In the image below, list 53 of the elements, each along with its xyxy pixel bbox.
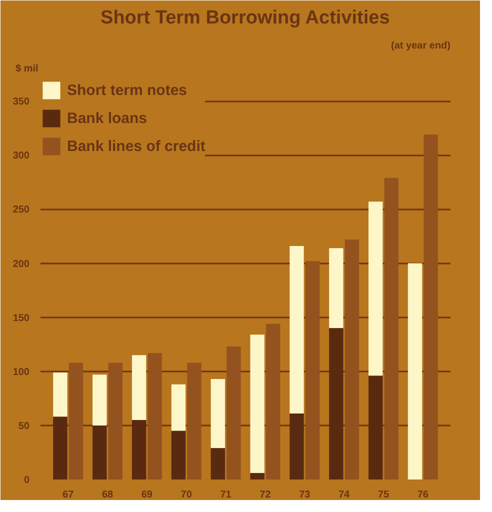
bar <box>210 448 225 480</box>
x-tick-label: 69 <box>141 490 153 500</box>
x-tick-label: 67 <box>62 490 74 500</box>
bar <box>290 414 304 480</box>
bar <box>329 248 344 328</box>
y-tick-label: 100 <box>12 366 30 378</box>
bar <box>408 263 422 480</box>
x-tick-label: 71 <box>220 490 232 500</box>
bar <box>53 416 68 480</box>
x-tick-label: 75 <box>378 490 390 500</box>
y-axis-title: $ mil <box>16 64 39 74</box>
bar <box>384 178 398 480</box>
chart-subtitle: (at year end) <box>391 40 451 52</box>
bar <box>92 374 107 426</box>
bar <box>368 202 383 376</box>
bar <box>226 346 241 480</box>
y-tick-label: 0 <box>24 475 30 486</box>
bar <box>250 473 264 480</box>
bar <box>68 362 84 480</box>
bar <box>344 240 360 480</box>
x-tick-label: 70 <box>180 490 192 500</box>
y-tick-label: 50 <box>18 420 30 432</box>
bar <box>250 334 264 474</box>
y-tick-label: 150 <box>12 312 30 324</box>
bar <box>132 420 146 480</box>
y-tick-label: 200 <box>12 258 30 270</box>
x-tick-label: 76 <box>417 490 429 500</box>
legend-label: Bank loans <box>67 110 148 126</box>
y-tick-label: 250 <box>12 204 30 216</box>
bar <box>171 384 186 431</box>
x-tick-label: 72 <box>260 490 272 500</box>
bar <box>329 328 344 480</box>
bar <box>92 425 107 480</box>
bar <box>368 376 383 480</box>
x-tick-label: 73 <box>299 490 311 500</box>
bar <box>187 362 202 480</box>
bar <box>148 353 162 480</box>
bar <box>210 378 225 448</box>
bar <box>266 324 280 480</box>
legend-label: Short term notes <box>67 82 188 98</box>
bar <box>424 134 438 480</box>
bar <box>53 372 68 417</box>
bar <box>108 362 122 480</box>
bar <box>290 246 304 414</box>
bar <box>305 261 320 480</box>
y-tick-label: 300 <box>12 150 30 162</box>
x-tick-label: 74 <box>338 490 350 500</box>
chart-title: Short Term Borrowing Activities <box>100 8 390 28</box>
legend-label: Bank lines of credit <box>67 138 206 154</box>
y-tick-label: 350 <box>12 96 30 108</box>
bar <box>171 430 186 480</box>
bar <box>132 355 146 420</box>
x-tick-label: 68 <box>102 490 114 500</box>
